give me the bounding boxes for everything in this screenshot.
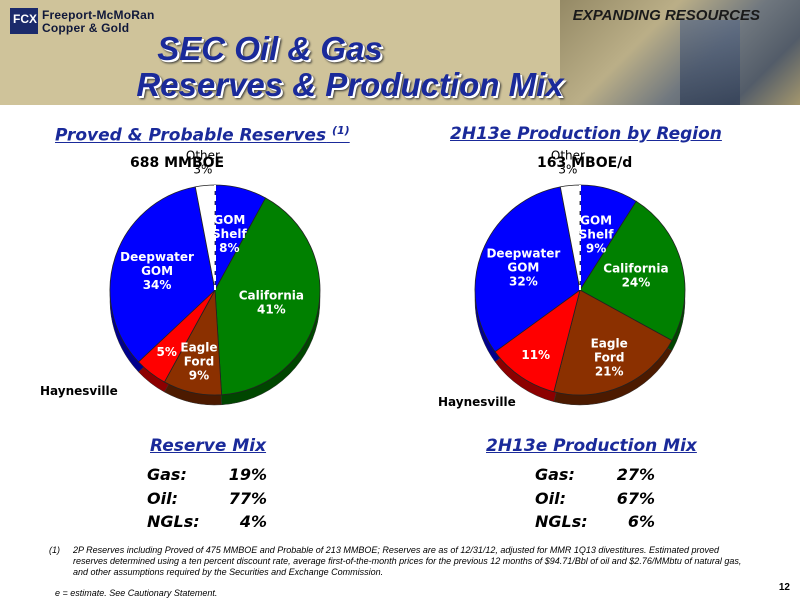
- production-mix-heading: 2H13e Production Mix: [486, 436, 697, 456]
- company-name-line1: Freeport-McMoRan: [42, 8, 155, 22]
- production-heading: 2H13e Production by Region: [450, 124, 722, 144]
- pie-label-gom-shelf: GOM Shelf 9%: [579, 214, 614, 256]
- production-mix-oil: Oil: 67%: [535, 489, 655, 508]
- company-name-line2: Copper & Gold: [42, 21, 130, 35]
- company-logo: FCX Freeport-McMoRan Copper & Gold: [10, 8, 205, 36]
- pie-slice-deepwater-gom: [474, 186, 581, 353]
- logo-mark: FCX: [10, 8, 38, 34]
- page-title-line2: Reserves & Production Mix: [136, 66, 564, 103]
- pie-label-deepwater-gom: Deepwater GOM 34%: [120, 250, 194, 292]
- pie-label-eagle-ford: Eagle Ford 9%: [180, 341, 217, 383]
- pie-label-other: Other 3%: [551, 148, 585, 176]
- production-mix-ngls: NGLs: 6%: [535, 512, 655, 531]
- production-mix-gas: Gas: 27%: [535, 465, 655, 484]
- footnote-text: 2P Reserves including Proved of 475 MMBO…: [73, 545, 742, 577]
- header-photo-accent: [680, 20, 740, 105]
- pie-label-california: California 41%: [239, 289, 304, 317]
- pie-label-haynesville: 5%: [157, 345, 177, 359]
- estimate-note: e = estimate. See Cautionary Statement.: [55, 588, 218, 598]
- pie-slice-deepwater-gom: [109, 186, 216, 363]
- reserve-mix-heading: Reserve Mix: [150, 436, 267, 456]
- pie-slice-eagle-ford: [553, 289, 673, 396]
- footnote: (1) 2P Reserves including Proved of 475 …: [49, 545, 755, 578]
- production-pie-chart: GOM Shelf 9% California 24% Eagle Ford 21% 11% De…: [474, 148, 686, 406]
- footnote-number: (1): [49, 545, 60, 555]
- reserves-heading: Proved & Probable Reserves (1): [55, 124, 350, 146]
- reserve-mix-ngls: NGLs: 4%: [147, 512, 267, 531]
- reserves-total: 688 MMBOE: [130, 155, 225, 171]
- pie-slice-california: [579, 200, 686, 342]
- pie-label-eagle-ford: Eagle Ford 21%: [591, 336, 628, 378]
- page-number: 12: [778, 582, 790, 593]
- reserve-mix-oil: Oil: 77%: [147, 489, 267, 508]
- pie-label-deepwater-gom: Deepwater GOM 32%: [486, 247, 560, 289]
- pie-slice-california: [214, 197, 321, 396]
- pie-label-california: California 24%: [603, 262, 668, 290]
- pie-label-gom-shelf: GOM Shelf 8%: [212, 213, 247, 255]
- pie-label-other: Other 3%: [186, 148, 220, 176]
- pie-label-haynesville: 11%: [521, 348, 550, 362]
- production-total: 163 MBOE/d: [537, 155, 633, 171]
- reserves-haynesville-label: Haynesville: [40, 384, 118, 398]
- reserves-pie-chart: GOM Shelf 8% California 41% Eagle Ford 9%5% Deep…: [109, 148, 321, 406]
- page-title-line1: SEC Oil & Gas: [157, 30, 383, 67]
- pie-slice-haynesville: [494, 289, 581, 393]
- reserve-mix-gas: Gas: 19%: [147, 465, 267, 484]
- production-haynesville-label: Haynesville: [438, 395, 516, 409]
- tagline: EXPANDING RESOURCES: [572, 7, 760, 24]
- header-banner: [0, 0, 800, 105]
